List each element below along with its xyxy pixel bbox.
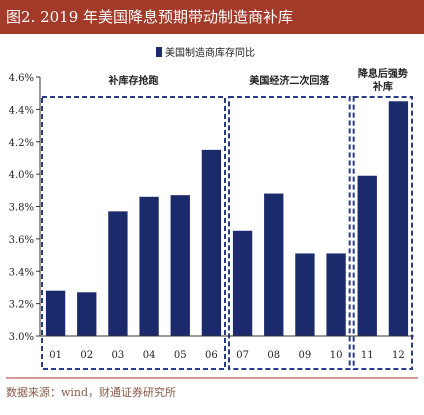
- legend-label: 美国制造商库存同比: [165, 46, 255, 59]
- y-tick-label: 4.4%: [9, 105, 34, 116]
- bar: [201, 149, 222, 336]
- x-tick-label: 09: [299, 350, 312, 361]
- x-tick-label: 02: [80, 350, 93, 361]
- bar: [108, 211, 128, 336]
- bar: [357, 175, 377, 336]
- bar: [264, 193, 284, 336]
- source-note: 数据来源：wind，财通证券研究所: [6, 386, 177, 399]
- y-tick-label: 4.2%: [9, 138, 34, 149]
- bar: [45, 290, 66, 336]
- bar: [295, 253, 315, 336]
- bar: [170, 195, 190, 336]
- bar: [326, 253, 346, 336]
- x-tick-label: 03: [112, 350, 125, 361]
- bar: [77, 292, 97, 336]
- x-tick-label: 06: [205, 350, 218, 361]
- x-tick-label: 07: [236, 350, 249, 361]
- bar: [232, 230, 253, 336]
- group-label: 降息后强势补库: [358, 67, 408, 93]
- group-label: 美国经济二次回落: [249, 74, 330, 87]
- x-tick-label: 12: [392, 350, 405, 361]
- x-tick-label: 11: [361, 350, 374, 361]
- legend: 美国制造商库存同比: [156, 46, 255, 59]
- y-tick-label: 3.6%: [9, 235, 34, 246]
- y-tick-label: 3.0%: [9, 332, 34, 343]
- bar: [139, 196, 159, 336]
- group-box: [228, 96, 351, 370]
- x-tick-label: 10: [330, 350, 343, 361]
- x-tick-label: 01: [49, 350, 62, 361]
- annotation-groups: 补库存抢跑 美国经济二次回落 降息后强势补库: [41, 67, 413, 370]
- x-tick-label: 04: [143, 350, 156, 361]
- y-axis: 3.0% 3.2% 3.4% 3.6% 3.8% 4.0% 4.2% 4.4% 4.6%: [9, 73, 41, 343]
- y-tick-label: 4.0%: [9, 170, 34, 181]
- x-axis: 01 02 03 04 05 06 07 08 09 10 11 12: [40, 335, 414, 361]
- legend-swatch: [156, 47, 162, 57]
- bar-chart: 美国制造商库存同比 3.0% 3.2% 3.4% 3.6% 3.8% 4.0% 4.2% 4.…: [6, 46, 418, 379]
- x-tick-label: 08: [267, 350, 280, 361]
- group-label: 补库存抢跑: [108, 74, 159, 87]
- bars: [45, 101, 409, 336]
- figure-title: 图2. 2019 年美国降息预期带动制造商补库: [0, 0, 424, 34]
- x-tick-label: 05: [174, 350, 187, 361]
- bar: [388, 101, 409, 336]
- y-tick-label: 3.4%: [9, 267, 34, 278]
- group-box: [352, 96, 413, 370]
- y-tick-label: 3.8%: [9, 203, 34, 214]
- group-box: [41, 96, 226, 370]
- y-tick-label: 4.6%: [9, 73, 34, 84]
- y-tick-label: 3.2%: [9, 300, 34, 311]
